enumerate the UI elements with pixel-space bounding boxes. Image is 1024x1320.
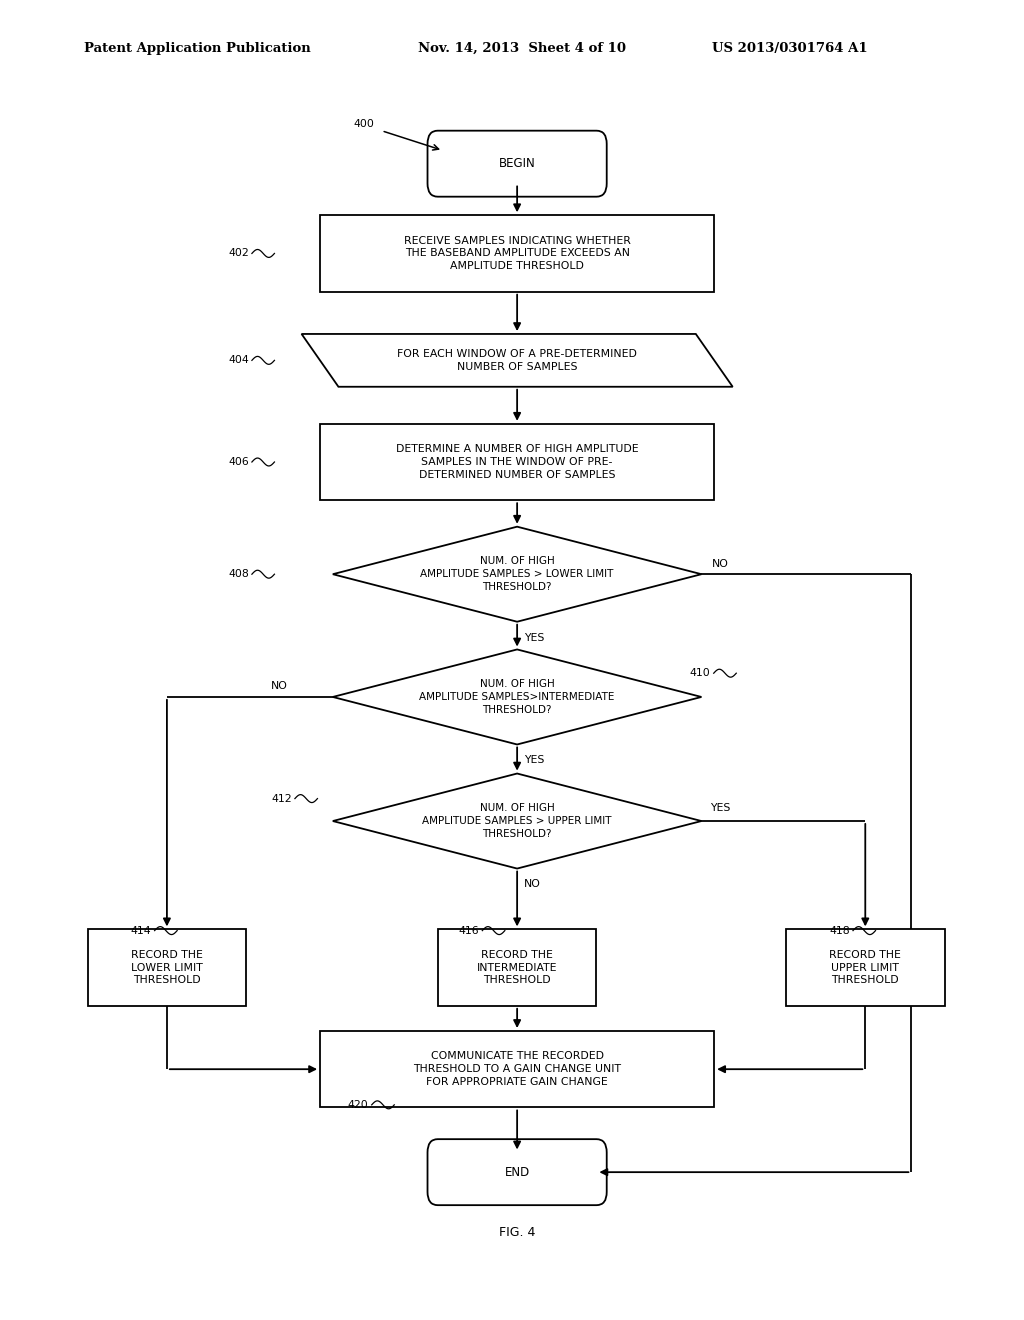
Text: US 2013/0301764 A1: US 2013/0301764 A1 [712, 42, 867, 54]
Text: 420: 420 [348, 1100, 369, 1110]
Text: RECORD THE
UPPER LIMIT
THRESHOLD: RECORD THE UPPER LIMIT THRESHOLD [829, 950, 901, 985]
Bar [438, 929, 596, 1006]
Text: 416: 416 [459, 925, 479, 936]
Text: FOR EACH WINDOW OF A PRE-DETERMINED
NUMBER OF SAMPLES: FOR EACH WINDOW OF A PRE-DETERMINED NUMB… [397, 348, 637, 372]
Bar [319, 215, 715, 292]
Polygon shape [333, 649, 701, 744]
Bar [319, 424, 715, 500]
Bar [319, 1031, 715, 1107]
Text: END: END [505, 1166, 529, 1179]
Text: RECEIVE SAMPLES INDICATING WHETHER
THE BASEBAND AMPLITUDE EXCEEDS AN
AMPLITUDE T: RECEIVE SAMPLES INDICATING WHETHER THE B… [403, 236, 631, 271]
Text: 406: 406 [228, 457, 249, 467]
Polygon shape [301, 334, 733, 387]
Text: DETERMINE A NUMBER OF HIGH AMPLITUDE
SAMPLES IN THE WINDOW OF PRE-
DETERMINED NU: DETERMINE A NUMBER OF HIGH AMPLITUDE SAM… [396, 445, 638, 479]
Text: NUM. OF HIGH
AMPLITUDE SAMPLES>INTERMEDIATE
THRESHOLD?: NUM. OF HIGH AMPLITUDE SAMPLES>INTERMEDI… [420, 680, 614, 714]
Polygon shape [333, 527, 701, 622]
Text: 418: 418 [829, 925, 850, 936]
Text: 410: 410 [690, 668, 711, 678]
Text: Patent Application Publication: Patent Application Publication [84, 42, 310, 54]
Text: COMMUNICATE THE RECORDED
THRESHOLD TO A GAIN CHANGE UNIT
FOR APPROPRIATE GAIN CH: COMMUNICATE THE RECORDED THRESHOLD TO A … [413, 1052, 622, 1086]
Text: YES: YES [710, 803, 730, 813]
Text: 404: 404 [228, 355, 249, 366]
FancyBboxPatch shape [428, 131, 606, 197]
Bar [786, 929, 944, 1006]
Text: NO: NO [271, 681, 288, 692]
FancyBboxPatch shape [428, 1139, 606, 1205]
Text: YES: YES [524, 632, 545, 643]
Text: NO: NO [524, 879, 541, 890]
Text: RECORD THE
INTERMEDIATE
THRESHOLD: RECORD THE INTERMEDIATE THRESHOLD [477, 950, 557, 985]
Text: NO: NO [712, 558, 728, 569]
Text: RECORD THE
LOWER LIMIT
THRESHOLD: RECORD THE LOWER LIMIT THRESHOLD [131, 950, 203, 985]
Text: NUM. OF HIGH
AMPLITUDE SAMPLES > UPPER LIMIT
THRESHOLD?: NUM. OF HIGH AMPLITUDE SAMPLES > UPPER L… [422, 804, 612, 838]
Text: Nov. 14, 2013  Sheet 4 of 10: Nov. 14, 2013 Sheet 4 of 10 [418, 42, 626, 54]
Bar [88, 929, 246, 1006]
Text: YES: YES [524, 755, 545, 766]
Text: BEGIN: BEGIN [499, 157, 536, 170]
Text: 402: 402 [228, 248, 249, 259]
Text: NUM. OF HIGH
AMPLITUDE SAMPLES > LOWER LIMIT
THRESHOLD?: NUM. OF HIGH AMPLITUDE SAMPLES > LOWER L… [421, 557, 613, 591]
Text: 414: 414 [131, 925, 152, 936]
Polygon shape [333, 774, 701, 869]
Text: FIG. 4: FIG. 4 [499, 1226, 536, 1239]
Text: 400: 400 [354, 119, 375, 129]
Text: 408: 408 [228, 569, 249, 579]
Text: 412: 412 [271, 793, 292, 804]
